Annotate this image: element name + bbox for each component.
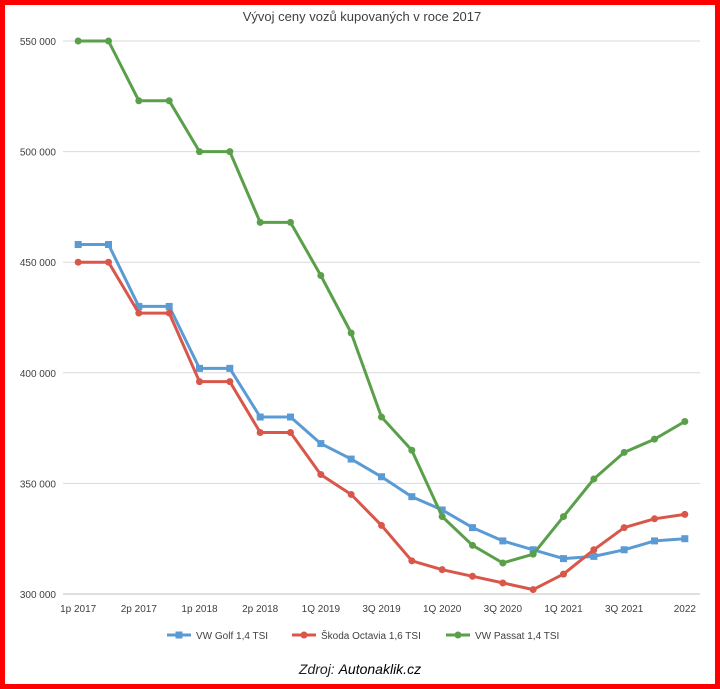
chart-title: Vývoj ceny vozů kupovaných v roce 2017 [243, 9, 481, 24]
legend-swatch-marker [300, 631, 308, 639]
series-2-point [651, 515, 658, 523]
series-2-point [196, 378, 203, 386]
series-2-point [165, 309, 173, 317]
series-1-point [408, 493, 416, 501]
series-3-point [347, 329, 355, 337]
series-1-point [74, 241, 82, 249]
series-1-point [256, 413, 264, 421]
series-1-point [620, 546, 628, 554]
x-tick-label: 1p 2018 [181, 604, 218, 615]
series-2-point [469, 572, 476, 580]
source-note: Zdroj: Autonaklik.cz [0, 661, 720, 677]
x-tick-label: 1Q 2021 [544, 604, 583, 615]
series-3-point [74, 37, 82, 45]
gridlines [63, 40, 700, 595]
series-1-point [347, 455, 355, 463]
series-2-point [347, 490, 355, 498]
series-2-point [438, 566, 446, 574]
x-tick-label: 2p 2018 [242, 604, 279, 615]
series-3-point [438, 513, 446, 521]
legend-swatch-marker [454, 631, 462, 639]
series-3-point [529, 550, 537, 558]
x-tick-label: 1Q 2020 [423, 604, 462, 615]
series-1-line [78, 243, 685, 561]
x-axis-ticks: 1p 2017 2p 2017 1p 2018 2p 2018 1Q 2019 3Q 20… [60, 604, 696, 615]
legend-swatch-marker [175, 631, 183, 639]
y-tick-label: 500 000 [20, 148, 57, 159]
series-1-point [499, 537, 507, 545]
series-3-line [78, 39, 686, 565]
series-3-point [226, 148, 234, 156]
series-layer [74, 37, 689, 594]
source-label: Zdroj: [298, 661, 335, 677]
series-2-point [317, 471, 325, 479]
series-3-point [560, 513, 567, 521]
line-chart: Vývoj ceny vozů kupovaných v roce 2017 3… [20, 9, 700, 642]
series-3-point [135, 97, 143, 105]
series-2-point [681, 510, 689, 518]
series-1-point [681, 535, 689, 543]
series-3-point [378, 413, 385, 421]
y-tick-label: 550 000 [20, 37, 57, 48]
legend-label: VW Golf 1,4 TSI [196, 631, 268, 642]
series-1-point [135, 302, 143, 310]
legend-label: VW Passat 1,4 TSI [475, 631, 559, 642]
x-tick-label: 2p 2017 [121, 604, 158, 615]
series-1-point [165, 302, 173, 310]
series-3-point [469, 541, 476, 549]
series-3-point [256, 218, 264, 226]
x-tick-label: 3Q 2021 [605, 604, 644, 615]
series-2-point [378, 521, 385, 529]
y-tick-label: 400 000 [20, 369, 57, 380]
series-2-point [529, 586, 537, 594]
x-tick-label: 3Q 2019 [362, 604, 401, 615]
series-2-point [560, 570, 567, 578]
y-tick-label: 300 000 [20, 590, 57, 601]
series-1-point [105, 241, 112, 249]
series-2-point [105, 258, 112, 266]
series-1-point [196, 364, 203, 372]
series-3-point [651, 435, 658, 443]
series-2-point [408, 557, 416, 565]
series-2-point [620, 524, 628, 532]
series-1-point [226, 364, 234, 372]
series-3-point [165, 97, 173, 105]
y-tick-label: 450 000 [20, 258, 57, 269]
series-3-point [590, 475, 598, 483]
series-2-point [499, 579, 507, 587]
source-name: Autonaklik.cz [338, 661, 422, 677]
legend-label: Škoda Octavia 1,6 TSI [321, 629, 421, 642]
series-1-point [438, 506, 446, 514]
series-2-point [287, 429, 294, 437]
x-tick-label: 1Q 2019 [302, 604, 341, 615]
series-1-point [590, 552, 598, 560]
series-3-point [317, 271, 325, 279]
legend: VW Golf 1,4 TSI Škoda Octavia 1,6 TSI VW P… [167, 629, 559, 642]
series-1-point [529, 546, 537, 554]
series-1-point [317, 440, 325, 448]
series-3-point [408, 446, 416, 454]
y-tick-label: 350 000 [20, 479, 57, 490]
series-2-point [74, 258, 82, 266]
series-2-point [256, 429, 264, 437]
series-1-point [560, 555, 567, 563]
series-3-point [287, 218, 294, 226]
x-tick-label: 1p 2017 [60, 604, 97, 615]
x-tick-label: 3Q 2020 [484, 604, 523, 615]
series-3-point [196, 148, 203, 156]
x-tick-label: 2022 [674, 604, 697, 615]
series-3-point [620, 448, 628, 456]
series-3-point [681, 417, 689, 425]
series-1-point [469, 524, 476, 532]
series-1-point [287, 413, 294, 421]
series-2-point [135, 309, 143, 317]
series-2-point [590, 546, 598, 554]
series-3-point [105, 37, 112, 45]
y-axis-ticks: 300 000 350 000 400 000 450 000 500 000 550 0… [20, 37, 57, 601]
series-3-point [499, 559, 507, 567]
series-1-point [651, 537, 658, 545]
series-1-point [378, 473, 385, 481]
series-2-point [226, 378, 234, 386]
